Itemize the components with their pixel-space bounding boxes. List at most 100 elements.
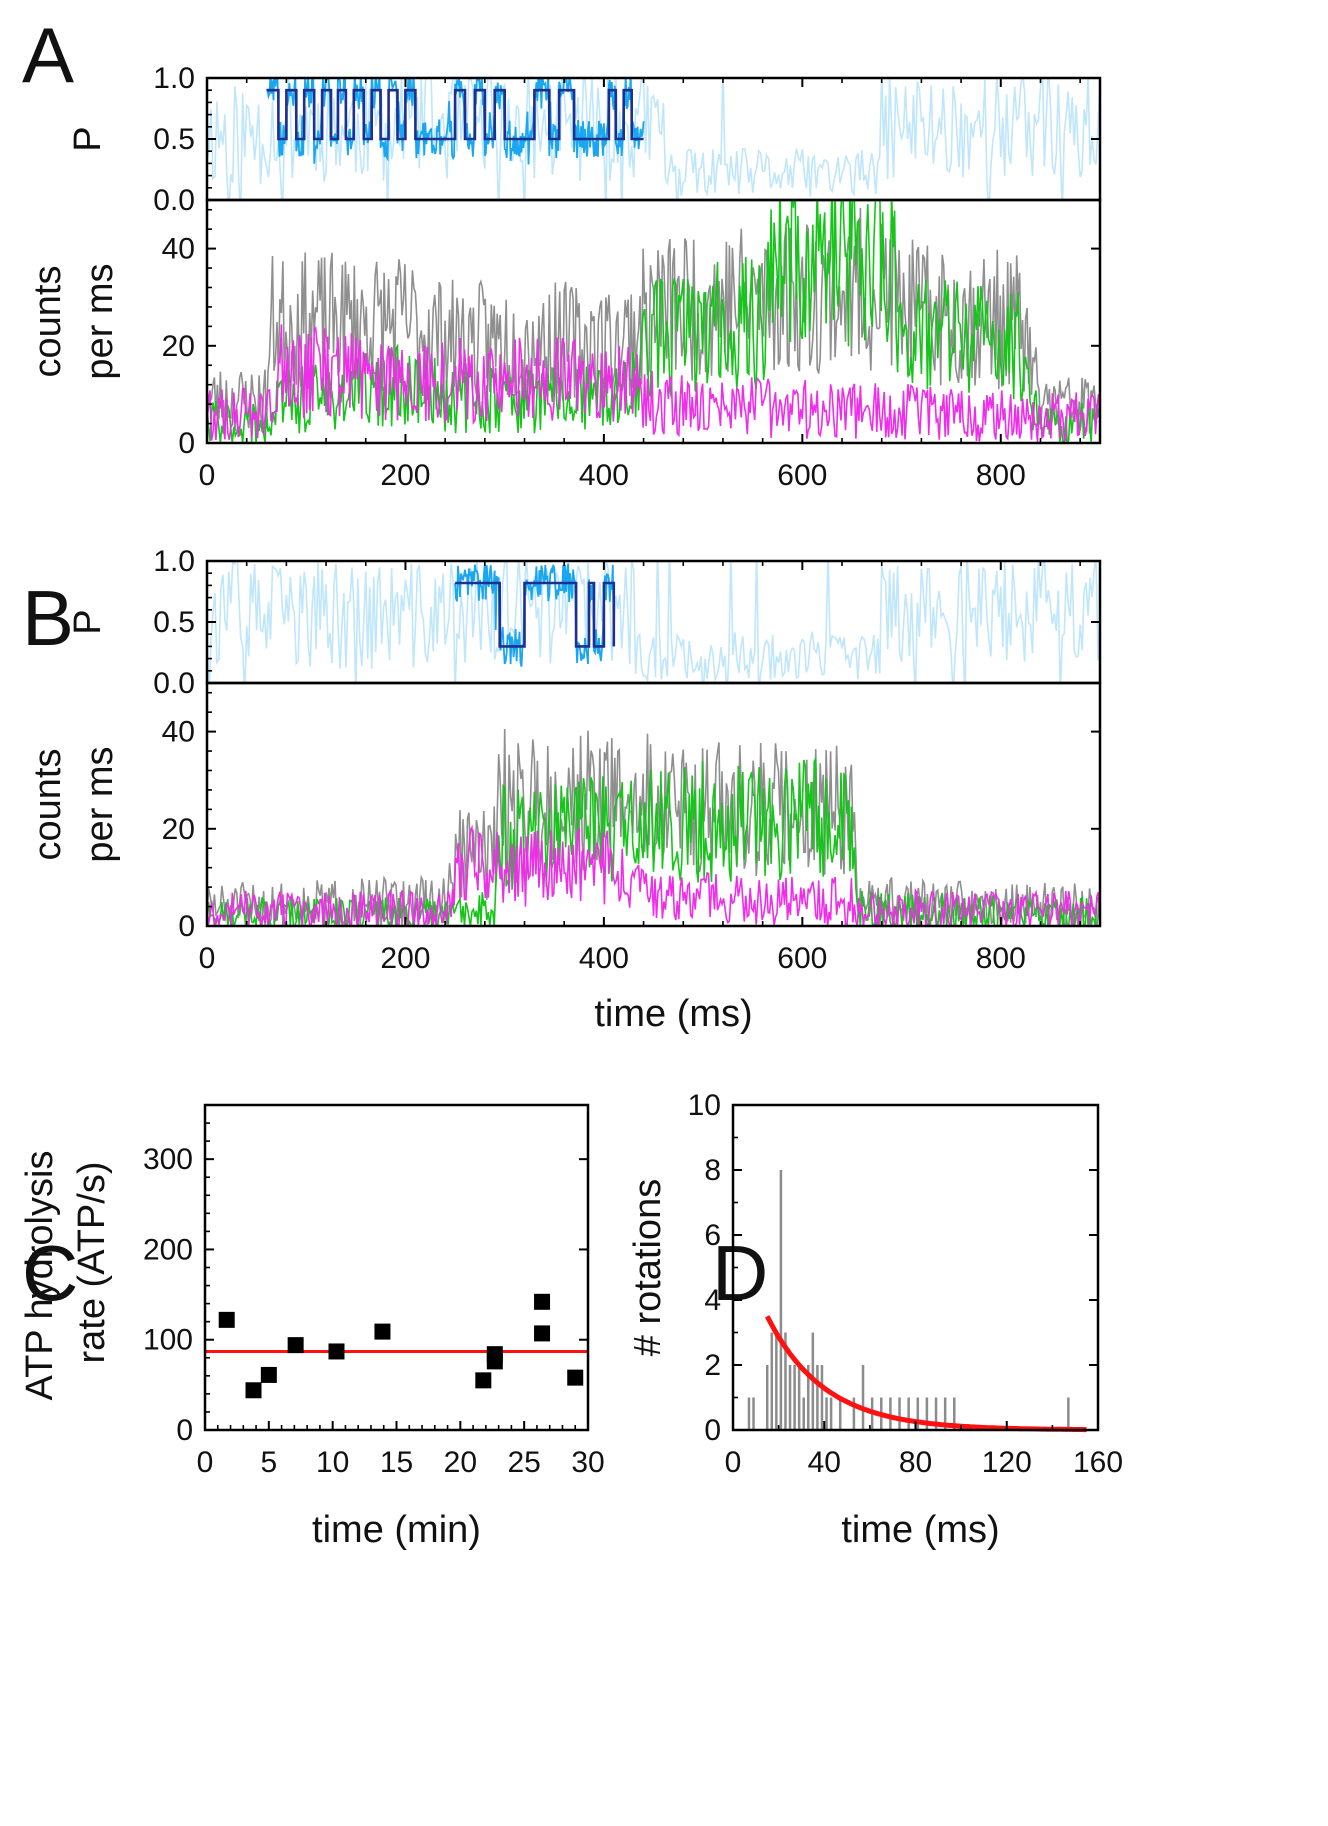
histogram-bar — [788, 1365, 792, 1430]
histogram-bar — [925, 1397, 929, 1430]
x-tick-label: 200 — [380, 459, 430, 492]
y-tick-label: 20 — [162, 813, 195, 846]
x-axis-label: time (min) — [312, 1509, 481, 1551]
y-tick-label: 40 — [162, 233, 195, 266]
p-trace-faded — [207, 561, 1100, 683]
data-point — [245, 1382, 262, 1399]
y-tick-label: 0.0 — [153, 184, 195, 217]
y-axis-label-2: rate (ATP/s) — [71, 1162, 113, 1364]
data-point — [260, 1366, 277, 1383]
histogram-bar — [807, 1365, 810, 1430]
histogram-bar — [797, 1365, 801, 1430]
x-tick-label: 40 — [808, 1446, 841, 1479]
p-state-steps — [266, 88, 644, 141]
histogram-bar — [765, 1365, 769, 1430]
y-tick-label: 300 — [143, 1143, 193, 1176]
histogram-bar — [752, 1397, 755, 1430]
series-green — [207, 200, 1100, 443]
counts-axis-label-2: per ms — [79, 263, 121, 379]
y-tick-label: 10 — [688, 1089, 721, 1122]
y-tick-label: 0.0 — [153, 667, 195, 700]
histogram-bar — [775, 1332, 778, 1430]
histogram-bar — [1067, 1397, 1070, 1430]
x-tick-label: 800 — [976, 942, 1026, 975]
panel-label-c: C — [22, 1229, 78, 1317]
histogram-bar — [907, 1397, 910, 1430]
y-tick-label: 0 — [178, 910, 195, 943]
histogram-bar — [953, 1397, 956, 1430]
data-point — [218, 1311, 235, 1328]
x-axis-label: time (ms) — [594, 993, 752, 1035]
x-tick-label: 400 — [579, 459, 629, 492]
histogram-bar — [825, 1397, 828, 1430]
histogram-bar — [770, 1332, 774, 1430]
histogram-bar — [820, 1365, 824, 1430]
data-point — [475, 1372, 492, 1389]
series-green — [207, 755, 1100, 926]
p-axis-label: P — [67, 126, 109, 151]
y-tick-label: 100 — [143, 1324, 193, 1357]
histogram-bar — [779, 1170, 783, 1430]
x-tick-label: 120 — [982, 1446, 1032, 1479]
p-trace-faded — [207, 78, 1100, 200]
x-tick-label: 5 — [260, 1446, 277, 1479]
y-axis-label: # rotations — [627, 1179, 669, 1356]
panel-label-d: D — [712, 1229, 768, 1317]
histogram-bar — [802, 1397, 805, 1430]
x-tick-label: 10 — [316, 1446, 349, 1479]
x-tick-label: 160 — [1073, 1446, 1123, 1479]
x-tick-label: 600 — [777, 942, 827, 975]
y-tick-label: 20 — [162, 330, 195, 363]
x-tick-label: 0 — [197, 1446, 214, 1479]
histogram-bar — [916, 1397, 920, 1430]
histogram-bar — [784, 1332, 787, 1430]
x-tick-label: 0 — [199, 942, 216, 975]
p-state-steps — [455, 581, 616, 648]
histogram-bar — [934, 1397, 938, 1430]
histogram-bar — [943, 1397, 947, 1430]
x-tick-label: 400 — [579, 942, 629, 975]
p-axis-label: P — [67, 609, 109, 634]
y-tick-label: 2 — [704, 1349, 721, 1382]
y-tick-label: 0.5 — [153, 606, 195, 639]
data-point — [374, 1323, 391, 1340]
histogram-bar — [889, 1397, 892, 1430]
x-tick-label: 200 — [380, 942, 430, 975]
data-point — [534, 1325, 551, 1342]
histogram-bar — [861, 1365, 865, 1430]
counts-frame — [205, 681, 1102, 928]
p-trace-active — [454, 563, 615, 667]
count-traces — [207, 728, 1100, 926]
counts-axis-label-1: counts — [27, 749, 69, 861]
y-tick-label: 0 — [704, 1414, 721, 1447]
p-traces — [207, 561, 1100, 683]
y-axis-label-1: ATP hydrolysis — [19, 1151, 61, 1401]
histogram-bar — [793, 1365, 796, 1430]
counts-axis-label-2: per ms — [79, 746, 121, 862]
y-tick-label: 1.0 — [153, 62, 195, 95]
x-tick-label: 30 — [571, 1446, 604, 1479]
counts-axis-label-1: counts — [27, 266, 69, 378]
data-point — [567, 1369, 584, 1386]
y-tick-label: 0.5 — [153, 123, 195, 156]
p-traces — [207, 78, 1100, 200]
data-point — [486, 1353, 503, 1370]
histogram-bar — [852, 1397, 856, 1430]
panel-d-histogram: 0 2 4 6 8 10 0 40 80 120 160 time (ms) # rotations — [627, 1089, 1123, 1551]
histogram-bar — [838, 1397, 842, 1430]
y-tick-label: 4 — [704, 1284, 721, 1317]
y-tick-label: 8 — [704, 1154, 721, 1187]
panel-label-b: B — [22, 574, 74, 662]
x-tick-label: 25 — [507, 1446, 540, 1479]
x-tick-label: 600 — [777, 459, 827, 492]
counts-frame — [205, 198, 1102, 445]
data-point — [328, 1343, 345, 1360]
y-tick-label: 6 — [704, 1219, 721, 1252]
series-magenta — [207, 324, 1100, 443]
panel-b-p-plot: 0.0 0.5 1.0 P — [67, 545, 1102, 700]
histogram-bar — [829, 1397, 833, 1430]
x-tick-label: 0 — [199, 459, 216, 492]
y-tick-label: 200 — [143, 1233, 193, 1266]
